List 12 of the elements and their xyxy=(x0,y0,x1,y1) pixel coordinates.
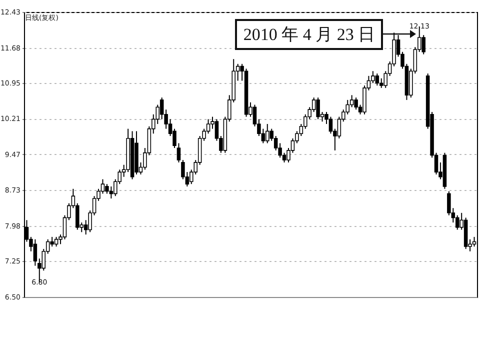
candlestick xyxy=(109,186,114,199)
annotation: 2010 年 4 月 23 日 xyxy=(235,18,384,50)
candlestick xyxy=(455,214,460,230)
candlestick xyxy=(54,236,58,248)
candlestick xyxy=(316,97,320,120)
candlestick xyxy=(105,184,109,194)
candlestick xyxy=(375,73,380,86)
candlestick xyxy=(328,116,333,134)
candlestick xyxy=(50,236,54,248)
candlestick xyxy=(266,123,270,144)
candlestick xyxy=(33,238,38,266)
candlestick xyxy=(354,97,358,110)
